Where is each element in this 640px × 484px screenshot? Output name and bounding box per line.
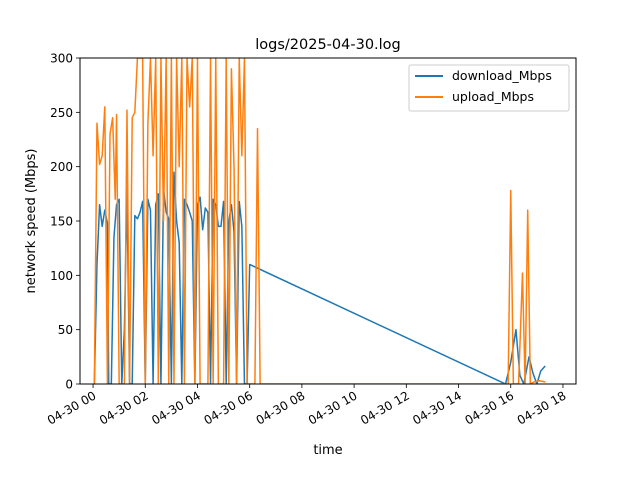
x-tick-label: 04-30 14 — [410, 388, 464, 427]
x-axis-label: time — [313, 443, 342, 458]
y-tick-label: 50 — [58, 323, 73, 337]
x-tick-label: 04-30 18 — [515, 388, 569, 427]
x-tick-label: 04-30 10 — [306, 388, 360, 427]
y-tick-label: 200 — [50, 160, 73, 174]
legend: download_Mbps upload_Mbps — [408, 64, 570, 112]
legend-box — [408, 64, 570, 112]
chart-title: logs/2025-04-30.log — [255, 37, 401, 53]
series-line-upload_Mbps — [93, 58, 546, 384]
y-tick-label: 150 — [50, 215, 73, 229]
legend-label-download: download_Mbps — [452, 68, 552, 83]
x-tick-label: 04-30 16 — [463, 388, 517, 427]
x-tick-label: 04-30 02 — [97, 388, 151, 427]
y-axis-label: network speed (Mbps) — [24, 149, 39, 294]
x-tick-label: 04-30 06 — [201, 388, 255, 427]
x-tick-label: 04-30 00 — [45, 388, 99, 427]
series-layer — [93, 58, 546, 384]
y-tick-label: 300 — [50, 52, 73, 66]
legend-label-upload: upload_Mbps — [452, 89, 534, 104]
y-tick-label: 250 — [50, 106, 73, 120]
x-tick-label: 04-30 04 — [149, 388, 203, 427]
y-axis: 0 50 100 150 200 250 300 — [50, 52, 80, 392]
series-line-download_Mbps — [93, 171, 546, 384]
x-tick-label: 04-30 08 — [254, 388, 308, 427]
y-tick-label: 0 — [65, 378, 73, 392]
x-tick-label: 04-30 12 — [358, 388, 412, 427]
y-tick-label: 100 — [50, 269, 73, 283]
